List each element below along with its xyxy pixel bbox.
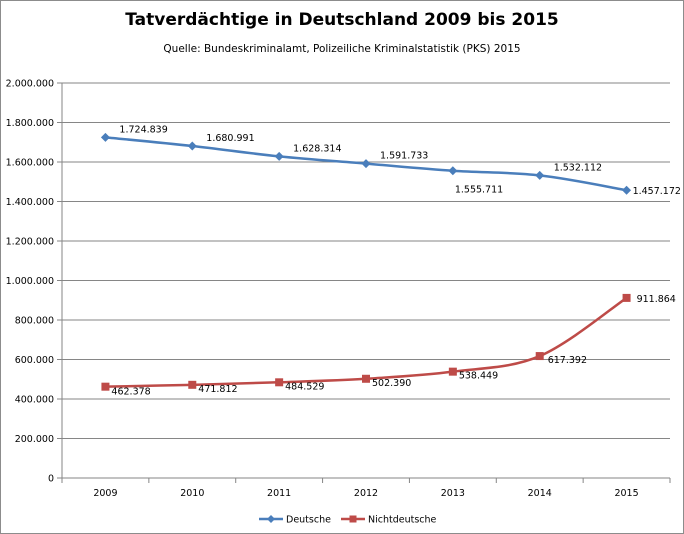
data-point	[100, 132, 110, 142]
chart-title: Tatverdächtige in Deutschland 2009 bis 2…	[125, 10, 559, 30]
legend-label: Deutsche	[286, 515, 331, 526]
data-point	[274, 151, 284, 161]
data-point	[101, 382, 110, 391]
data-point	[535, 170, 545, 180]
data-point	[448, 166, 458, 176]
data-label: 1.680.991	[206, 133, 254, 144]
x-tick-label: 2012	[354, 488, 378, 499]
data-point	[187, 141, 197, 151]
data-point	[622, 185, 632, 195]
y-tick-label: 1.400.000	[6, 197, 54, 208]
y-tick-label: 1.000.000	[6, 276, 54, 287]
data-point	[622, 293, 631, 302]
data-label: 1.532.112	[554, 162, 602, 173]
x-tick-label: 2014	[528, 488, 552, 499]
data-label: 471.812	[198, 384, 237, 395]
data-point	[362, 374, 370, 383]
x-tick-label: 2015	[614, 488, 638, 499]
y-tick-label: 400.000	[15, 395, 54, 406]
y-tick-label: 0	[48, 474, 54, 485]
data-label: 538.449	[459, 371, 498, 382]
data-label: 484.529	[285, 381, 324, 392]
data-point	[448, 367, 457, 376]
series-line-nichtdeutsche	[105, 296, 628, 388]
data-point	[535, 352, 544, 361]
data-label: 617.392	[548, 355, 587, 366]
y-tick-label: 1.200.000	[6, 237, 54, 248]
data-label: 1.457.172	[633, 186, 681, 197]
x-tick-label: 2011	[267, 488, 291, 499]
data-point	[275, 378, 284, 387]
y-tick-label: 1.600.000	[6, 158, 54, 169]
data-label: 1.555.711	[455, 185, 503, 196]
x-tick-label: 2010	[180, 488, 204, 499]
data-label: 462.378	[111, 387, 150, 398]
x-tick-label: 2013	[441, 488, 465, 499]
data-label: 1.591.733	[380, 151, 428, 162]
data-point	[188, 380, 197, 389]
x-tick-label: 2009	[93, 488, 117, 499]
data-label: 911.864	[637, 294, 676, 305]
data-label: 1.724.839	[119, 124, 167, 135]
data-point	[361, 159, 371, 169]
data-label: 502.390	[372, 378, 411, 389]
legend-marker-square	[349, 515, 357, 523]
y-tick-label: 200.000	[15, 434, 54, 445]
y-tick-label: 600.000	[15, 355, 54, 366]
y-tick-label: 1.800.000	[6, 118, 54, 129]
data-label: 1.628.314	[293, 143, 341, 154]
y-tick-label: 800.000	[15, 316, 54, 327]
y-tick-label: 2.000.000	[6, 79, 54, 90]
chart-subtitle: Quelle: Bundeskriminalamt, Polizeiliche …	[163, 43, 521, 55]
legend-marker-diamond	[267, 515, 275, 523]
legend-label: Nichtdeutsche	[368, 515, 437, 526]
